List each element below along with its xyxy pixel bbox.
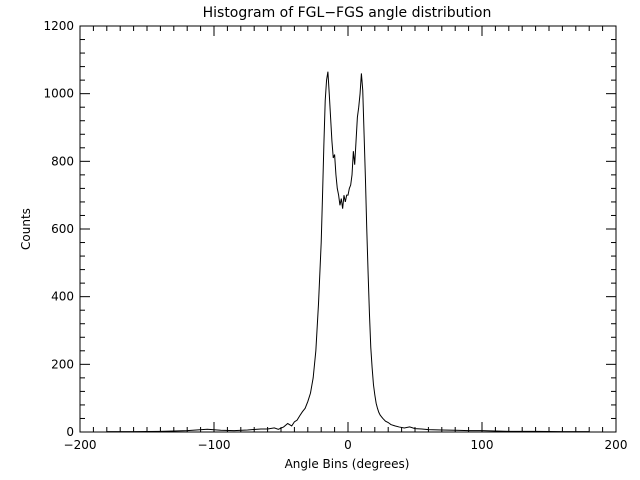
ticks-layer [79, 25, 617, 433]
y-tick-label: 600 [51, 222, 74, 236]
x-tick-label: 100 [471, 438, 494, 452]
x-tick-label: 0 [344, 438, 352, 452]
x-tick-label: −200 [64, 438, 97, 452]
y-tick-label: 400 [51, 290, 74, 304]
y-tick-label: 800 [51, 154, 74, 168]
y-tick-label: 1200 [43, 19, 74, 33]
y-tick-label: 1000 [43, 87, 74, 101]
y-axis-label: Counts [19, 208, 33, 250]
plot-frame [79, 25, 617, 433]
y-tick-label: 200 [51, 357, 74, 371]
x-axis-label: Angle Bins (degrees) [285, 457, 410, 471]
tick-labels-layer: −200 −100 0 100 200 0 200 400 600 800 1000 1200 [43, 19, 627, 452]
x-tick-label: −100 [198, 438, 231, 452]
x-tick-label: 200 [605, 438, 628, 452]
series-line [106, 71, 590, 433]
y-tick-label: 0 [66, 425, 74, 439]
chart-title: Histogram of FGL−FGS angle distribution [203, 5, 492, 21]
